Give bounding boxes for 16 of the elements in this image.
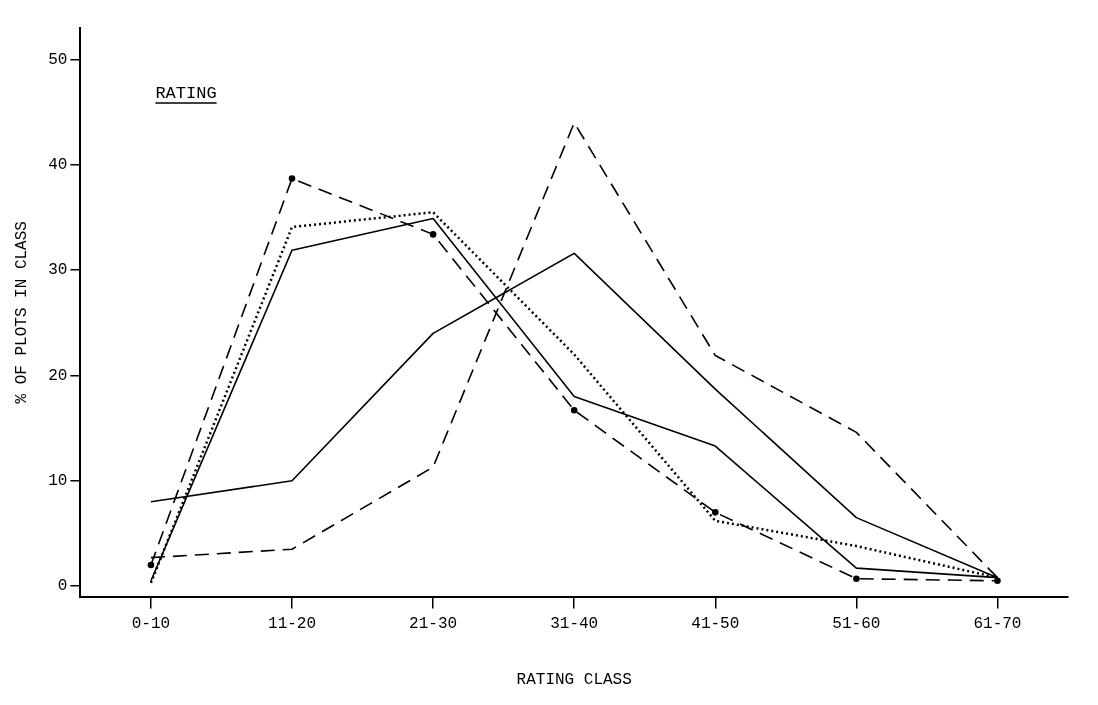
x-tick-label: 41-50 <box>691 615 740 634</box>
x-axis-title: RATING CLASS <box>516 670 632 689</box>
y-tick-label: 20 <box>48 366 68 385</box>
x-tick-label: 51-60 <box>832 615 881 634</box>
x-tick-label: 0-10 <box>131 615 171 634</box>
y-tick-label: 40 <box>48 156 68 175</box>
annotation: RATING <box>155 84 217 103</box>
x-tick-label: 11-20 <box>268 615 317 634</box>
y-tick-label: 30 <box>48 261 68 280</box>
y-tick-label: 0 <box>57 577 68 596</box>
x-tick-label: 61-70 <box>973 615 1022 634</box>
y-tick-label: 10 <box>48 472 68 491</box>
y-axis-title: % OF PLOTS IN CLASS <box>12 221 31 404</box>
y-tick-label: 50 <box>48 50 68 69</box>
x-tick-label: 21-30 <box>409 615 458 634</box>
x-tick-label: 31-40 <box>550 615 599 634</box>
